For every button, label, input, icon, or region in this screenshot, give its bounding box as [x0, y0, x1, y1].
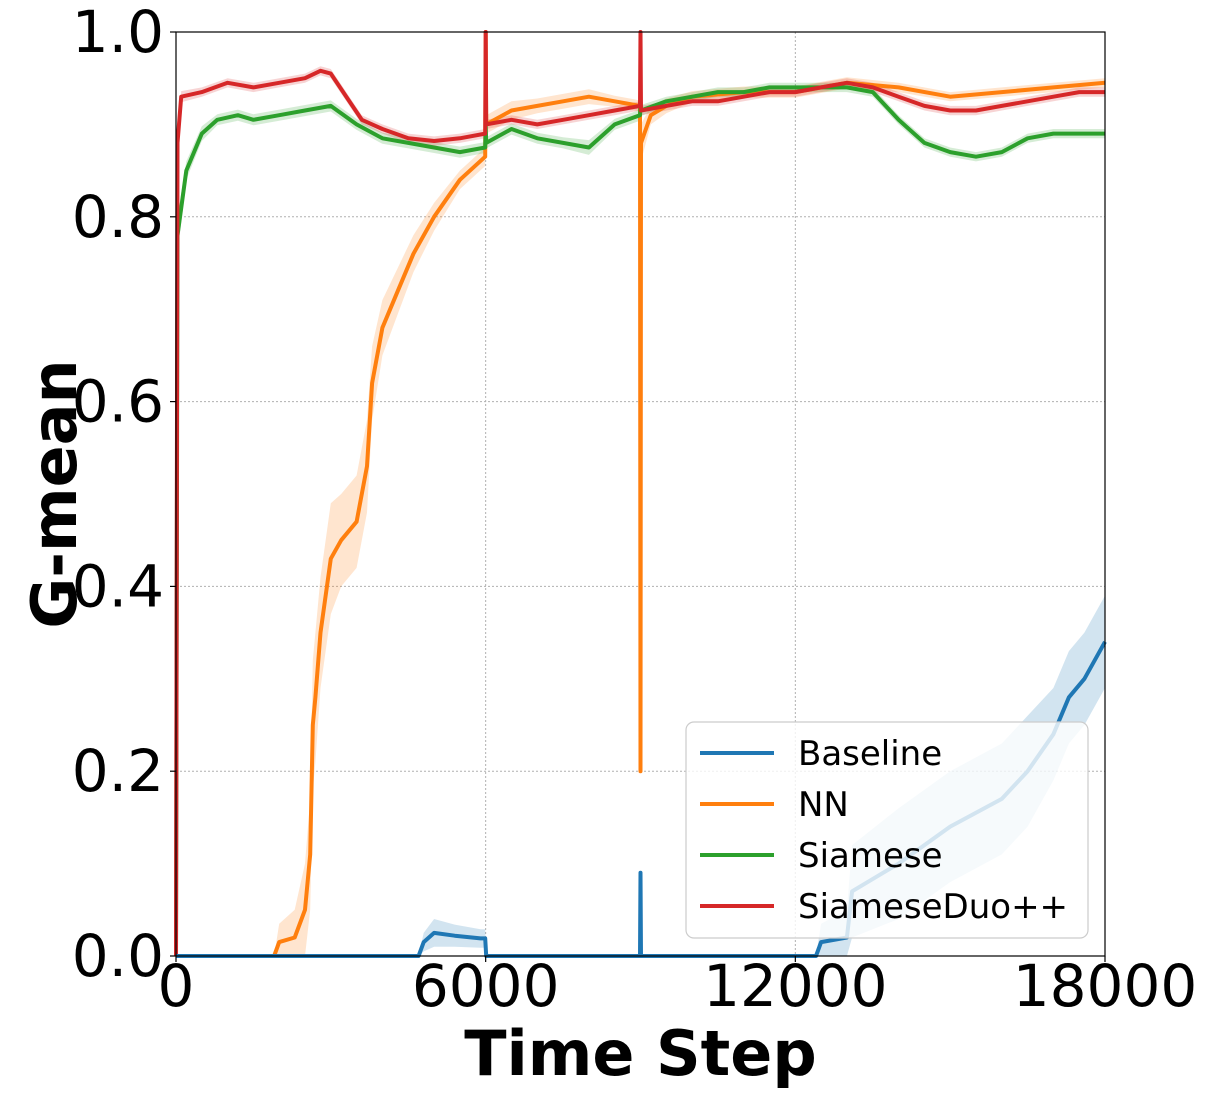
y-tick-label: 0.6 — [72, 368, 164, 436]
legend-box — [685, 721, 1089, 939]
series-line-siameseduo- — [174, 30, 1105, 957]
y-tick-label: 1.0 — [72, 0, 164, 66]
y-tick-label: 0.0 — [72, 922, 164, 990]
x-axis-title: Time Step — [464, 1017, 817, 1090]
plot-frame — [175, 31, 1106, 957]
y-axis-ticks: 0.0 0.2 0.4 0.6 0.8 1.0 — [72, 0, 176, 990]
legend-label: Siamese — [798, 836, 943, 876]
x-tick-label: 12000 — [703, 952, 888, 1020]
series-line-siamese — [174, 85, 1105, 957]
y-tick-label: 0.4 — [72, 552, 164, 620]
y-axis-title: G-mean — [18, 359, 91, 628]
legend: Baseline NN Siamese SiameseDuo++ — [685, 721, 1089, 939]
y-tick-label: 0.8 — [72, 183, 164, 251]
x-tick-label: 18000 — [1013, 952, 1198, 1020]
legend-label: Baseline — [798, 734, 942, 774]
legend-label: SiameseDuo++ — [798, 887, 1068, 927]
legend-label: NN — [798, 785, 849, 825]
y-tick-label: 0.2 — [72, 737, 164, 805]
x-tick-label: 0 — [158, 952, 195, 1020]
x-tick-label: 6000 — [412, 952, 560, 1020]
x-axis-ticks: 0 6000 12000 18000 — [158, 952, 1198, 1020]
